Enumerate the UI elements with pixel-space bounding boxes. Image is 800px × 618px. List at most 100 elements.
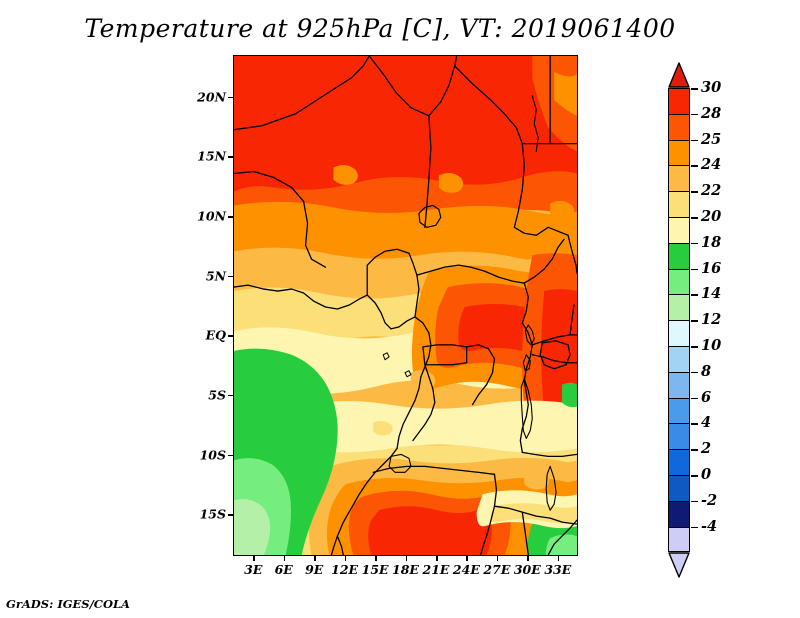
colorbar-band: 24 [668,156,721,192]
lat-tick [228,454,233,457]
colorbar-band: -2 [668,492,717,527]
colorbar-label: 14 [701,285,722,303]
colorbar-band: 4 [668,414,711,450]
lat-label-5N: 5N [205,268,226,284]
colorbar-band: 14 [668,285,721,321]
colorbar-label: 2 [701,440,712,458]
lat-label-5S: 5S [208,387,226,403]
colorbar-band: 25 [668,131,721,166]
colorbar-band: 0 [668,466,711,501]
colorbar-label: -4 [701,517,718,535]
lon-tick [283,556,286,561]
colorbar-tick [691,474,698,477]
colorbar-label: 0 [701,465,712,483]
colorbar-tick [691,294,698,296]
colorbar-label: 8 [701,362,712,380]
lon-tick [527,556,529,561]
colorbar-label: 30 [701,79,722,96]
colorbar-over-arrow-icon [668,62,690,88]
colorbar-label: 20 [701,207,722,225]
attribution-footer: GrADS: IGES/COLA [6,597,130,611]
lat-tick [228,335,233,337]
lon-label-9E: 9E [305,562,324,577]
lat-tick [228,514,233,516]
lon-label-24E: 24E [452,562,480,577]
colorbar-label: 12 [701,311,722,329]
lon-label-6E: 6E [274,562,293,577]
lon-tick [436,556,438,561]
colorbar-label: 6 [701,388,712,406]
colorbar-label: -2 [701,491,718,509]
lon-label-3E: 3E [244,562,263,577]
lon-tick [314,556,316,561]
colorbar-tick [691,345,698,348]
lat-label-10S: 10S [199,447,226,462]
colorbar-tick [691,165,698,167]
lon-tick [253,556,255,561]
colorbar-tick [691,268,698,271]
colorbar-band: 18 [668,234,721,269]
colorbar-label: 28 [701,104,722,122]
colorbar-band: 22 [668,182,721,217]
colorbar-label: 22 [701,182,722,200]
lat-label-10N: 10N [197,208,226,224]
lon-label-12E: 12E [331,562,359,577]
colorbar-tick [691,191,698,193]
lon-label-15E: 15E [361,562,389,577]
temperature-field-svg [234,56,577,555]
lon-tick [405,556,408,561]
lon-label-18E: 18E [392,562,419,577]
lon-tick [496,556,499,561]
lat-tick [228,216,233,218]
map-plot-frame [233,55,578,556]
lon-label-30E: 30E [513,562,541,577]
lat-tick [228,96,233,99]
lon-label-33E: 33E [544,562,572,577]
colorbar-band: 12 [668,311,721,346]
colorbar-label: 16 [701,259,722,277]
colorbar-tick [691,113,698,116]
colorbar-label: 4 [701,414,712,432]
lat-tick [228,394,233,397]
colorbar-band: 16 [668,260,721,295]
colorbar-band: 8 [668,363,711,398]
map-plot-area: 20N 15N 10N 5N EQ 5S 10S 15S 3E 6E 9E 12… [197,55,578,577]
colorbar-band: 20 [668,208,721,243]
lon-tick [344,556,347,561]
colorbar-tick [691,397,698,400]
colorbar-band: 30 [668,79,721,114]
colorbar-tick [691,320,698,322]
lat-label-20N: 20N [197,89,226,105]
colorbar-band: 10 [668,337,721,372]
colorbar-tick [691,500,698,503]
lon-label-27E: 27E [483,562,511,577]
colorbar-label: 18 [701,233,722,251]
lon-label-21E: 21E [422,562,450,577]
lat-tick [228,156,233,158]
colorbar-tick [691,449,698,451]
lon-tick [557,556,560,561]
colorbar-tick [691,526,698,529]
colorbar-band: -4 [668,518,717,553]
colorbar-tick [691,242,698,245]
temperature-shading-group [234,56,577,555]
lat-label-15N: 15N [197,148,226,164]
colorbar-label: 10 [701,336,722,354]
lat-label-EQ: EQ [205,327,226,343]
colorbar-tick [691,423,698,425]
colorbar: 30 28 25 24 22 20 18 16 14 12 10 8 6 4 2 0 -2 -4 [668,62,788,579]
colorbar-label: 24 [701,156,722,174]
colorbar-tick [691,139,698,142]
lon-tick [466,556,468,561]
colorbar-under-arrow-icon [668,552,690,579]
colorbar-tick [691,216,698,219]
colorbar-band: 2 [668,440,711,475]
colorbar-label: 25 [701,130,722,148]
coastline-and-border-overlay [234,56,577,555]
colorbar-band: 6 [668,389,711,424]
page-title: Temperature at 925hPa [C], VT: 201906140… [84,14,676,43]
colorbar-tick [691,88,698,90]
lat-label-15S: 15S [199,506,226,522]
colorbar-tick [691,371,698,374]
